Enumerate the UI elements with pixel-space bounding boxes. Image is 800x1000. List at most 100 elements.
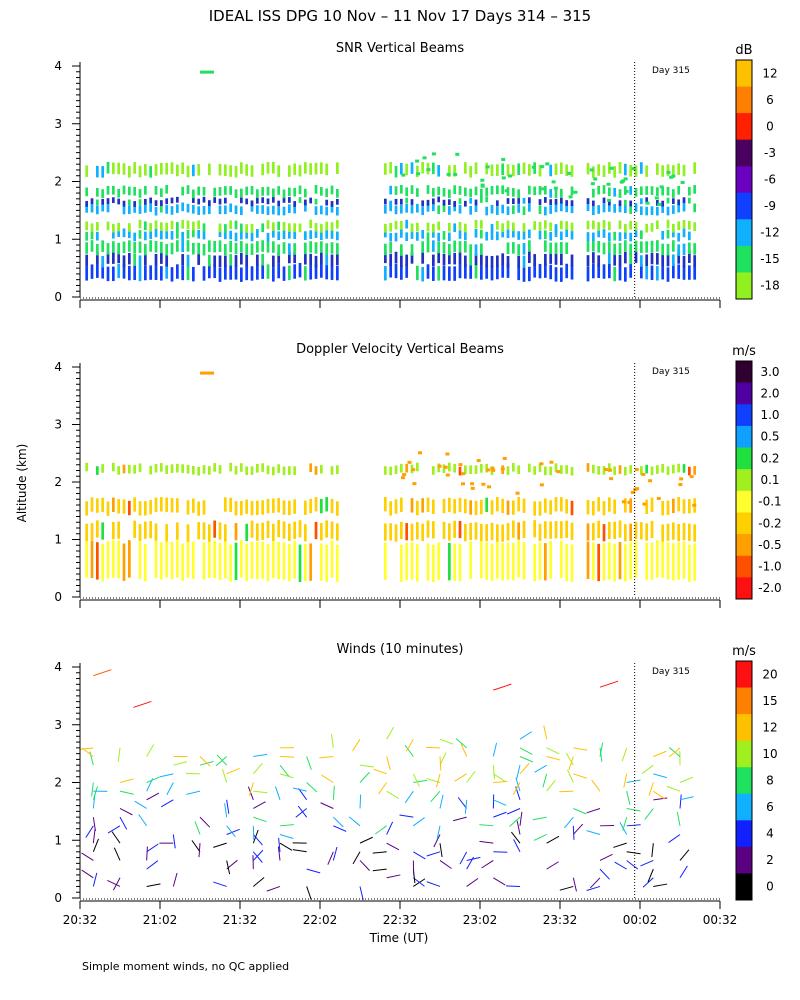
colorbar-tick-label: -9 — [764, 199, 776, 213]
wind-barb — [568, 756, 574, 770]
heatmap-cell — [629, 186, 633, 195]
heatmap-cell — [453, 165, 457, 177]
heatmap-cell — [464, 255, 467, 268]
heatmap-cell — [330, 466, 334, 475]
heatmap-cell — [442, 254, 446, 266]
heatmap-cell — [160, 266, 163, 281]
heatmap-cell — [629, 252, 633, 265]
heatmap-cell — [288, 165, 291, 177]
heatmap-cell — [666, 229, 670, 239]
heatmap-cell — [565, 263, 569, 279]
colorbar-tick-label: 0.1 — [760, 473, 779, 487]
heatmap-cell — [666, 197, 670, 204]
heatmap-cell — [192, 204, 195, 214]
heatmap-cell — [309, 197, 313, 204]
heatmap-cell — [202, 542, 206, 580]
heatmap-cell — [176, 498, 179, 513]
heatmap-cell — [645, 264, 649, 280]
heatmap-cell — [394, 465, 398, 475]
heatmap-cell — [208, 163, 211, 176]
heatmap-cell — [554, 189, 558, 198]
heatmap-cell — [491, 468, 496, 472]
heatmap-cell — [325, 264, 329, 280]
heatmap-cell — [394, 524, 398, 542]
heatmap-cell — [304, 162, 307, 174]
colorbar-swatch — [736, 113, 752, 141]
heatmap-cell — [192, 221, 195, 231]
heatmap-cell — [410, 185, 414, 194]
wind-barb — [519, 762, 530, 775]
heatmap-cell — [197, 501, 201, 516]
heatmap-cell — [629, 164, 633, 177]
heatmap-cell — [522, 267, 526, 282]
heatmap-cell — [224, 255, 227, 268]
heatmap-cell — [133, 201, 137, 207]
heatmap-cell — [266, 186, 270, 196]
heatmap-cell — [309, 230, 313, 239]
heatmap-cell — [608, 468, 613, 472]
heatmap-cell — [554, 198, 558, 205]
heatmap-cell — [458, 186, 462, 195]
heatmap-cell — [490, 500, 494, 515]
wind-barb — [321, 774, 334, 783]
heatmap-cell — [90, 523, 94, 541]
wind-barb — [439, 794, 444, 809]
heatmap-cell — [512, 500, 515, 515]
wind-barb — [413, 817, 425, 827]
heatmap-cell — [597, 185, 601, 195]
heatmap-cell — [656, 206, 659, 216]
heatmap-cell — [288, 223, 291, 232]
heatmap-cell — [538, 463, 542, 472]
heatmap-cell — [90, 230, 94, 240]
heatmap-cell — [560, 202, 563, 212]
heatmap-cell — [677, 496, 681, 512]
heatmap-cell — [485, 187, 489, 197]
heatmap-cell — [309, 253, 313, 266]
heatmap-cell — [261, 240, 265, 252]
heatmap-cell — [517, 198, 521, 204]
heatmap-cell — [568, 195, 573, 199]
colorbar-tick-label: -6 — [764, 173, 776, 187]
heatmap-cell — [245, 499, 249, 514]
heatmap-cell — [181, 202, 185, 212]
heatmap-cell — [656, 266, 659, 281]
heatmap-cell — [613, 187, 617, 197]
heatmap-cell — [133, 520, 137, 538]
heatmap-cell — [531, 165, 536, 169]
day-label: Day 315 — [652, 367, 690, 377]
heatmap-cell — [512, 222, 515, 232]
heatmap-cell — [448, 497, 451, 513]
heatmap-cell — [245, 164, 249, 176]
wind-barb — [626, 824, 641, 827]
heatmap-cell — [101, 497, 105, 513]
heatmap-cell — [551, 180, 556, 184]
heatmap-cell — [208, 240, 211, 252]
heatmap-cell — [592, 464, 595, 474]
heatmap-cell — [602, 524, 606, 542]
heatmap-cell — [229, 220, 233, 230]
heatmap-cell — [117, 521, 121, 539]
heatmap-cell — [266, 520, 270, 538]
heatmap-cell — [645, 201, 650, 205]
heatmap-cell — [592, 263, 595, 279]
wind-barb — [119, 778, 134, 783]
heatmap-cell — [202, 243, 206, 256]
heatmap-cell — [336, 206, 339, 216]
heatmap-cell — [165, 163, 169, 175]
heatmap-cell — [517, 163, 521, 175]
heatmap-cell — [133, 162, 137, 174]
heatmap-cell — [240, 252, 243, 265]
heatmap-cell — [533, 520, 537, 538]
heatmap-cell — [443, 465, 448, 469]
wind-barb — [640, 860, 654, 867]
colorbar-swatch — [736, 740, 752, 768]
heatmap-cell — [202, 522, 206, 540]
heatmap-cell — [389, 523, 393, 541]
wind-barb — [253, 790, 268, 794]
heatmap-cell — [650, 206, 654, 215]
heatmap-cell — [677, 203, 681, 213]
heatmap-cell — [458, 497, 462, 513]
heatmap-cell — [261, 264, 265, 279]
heatmap-cell — [101, 464, 105, 473]
heatmap-cell — [176, 196, 179, 203]
